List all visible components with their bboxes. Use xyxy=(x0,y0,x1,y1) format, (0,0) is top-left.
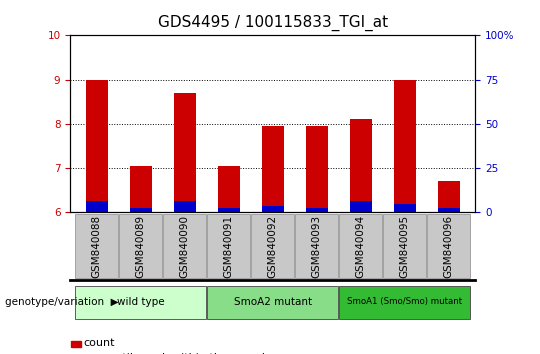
Text: GSM840089: GSM840089 xyxy=(136,215,146,278)
Bar xyxy=(119,214,162,278)
Text: GSM840088: GSM840088 xyxy=(92,215,102,278)
Bar xyxy=(306,208,328,212)
Bar xyxy=(163,214,206,278)
Bar xyxy=(350,201,372,212)
Text: GSM840093: GSM840093 xyxy=(312,215,322,278)
Bar xyxy=(75,286,206,319)
Text: SmoA2 mutant: SmoA2 mutant xyxy=(234,297,312,307)
Bar xyxy=(174,201,195,212)
Bar xyxy=(295,214,338,278)
Bar xyxy=(207,286,338,319)
Bar xyxy=(383,214,427,278)
Bar xyxy=(427,214,470,278)
Bar xyxy=(130,166,152,212)
Bar xyxy=(75,214,118,278)
Text: SmoA1 (Smo/Smo) mutant: SmoA1 (Smo/Smo) mutant xyxy=(347,297,462,306)
Text: wild type: wild type xyxy=(117,297,165,307)
Bar xyxy=(394,80,416,212)
Bar xyxy=(339,286,470,319)
Bar xyxy=(86,80,107,212)
Bar xyxy=(438,208,460,212)
Bar xyxy=(394,204,416,212)
Text: genotype/variation  ▶: genotype/variation ▶ xyxy=(5,297,119,307)
Text: GSM840094: GSM840094 xyxy=(356,215,366,278)
Text: GSM840091: GSM840091 xyxy=(224,215,234,278)
Bar xyxy=(218,208,240,212)
Text: GSM840090: GSM840090 xyxy=(180,215,190,278)
Text: GSM840096: GSM840096 xyxy=(444,215,454,278)
Bar xyxy=(86,201,107,212)
Title: GDS4495 / 100115833_TGI_at: GDS4495 / 100115833_TGI_at xyxy=(158,15,388,31)
Bar xyxy=(262,206,284,212)
Bar xyxy=(350,120,372,212)
Bar xyxy=(262,126,284,212)
Text: GSM840092: GSM840092 xyxy=(268,215,278,278)
Text: percentile rank within the sample: percentile rank within the sample xyxy=(84,353,272,354)
Bar xyxy=(218,166,240,212)
Bar xyxy=(174,93,195,212)
Bar xyxy=(251,214,294,278)
Bar xyxy=(339,214,382,278)
Text: count: count xyxy=(84,338,115,348)
Bar xyxy=(207,214,250,278)
Bar xyxy=(306,126,328,212)
Text: GSM840095: GSM840095 xyxy=(400,215,410,278)
Bar xyxy=(130,208,152,212)
Bar xyxy=(438,181,460,212)
